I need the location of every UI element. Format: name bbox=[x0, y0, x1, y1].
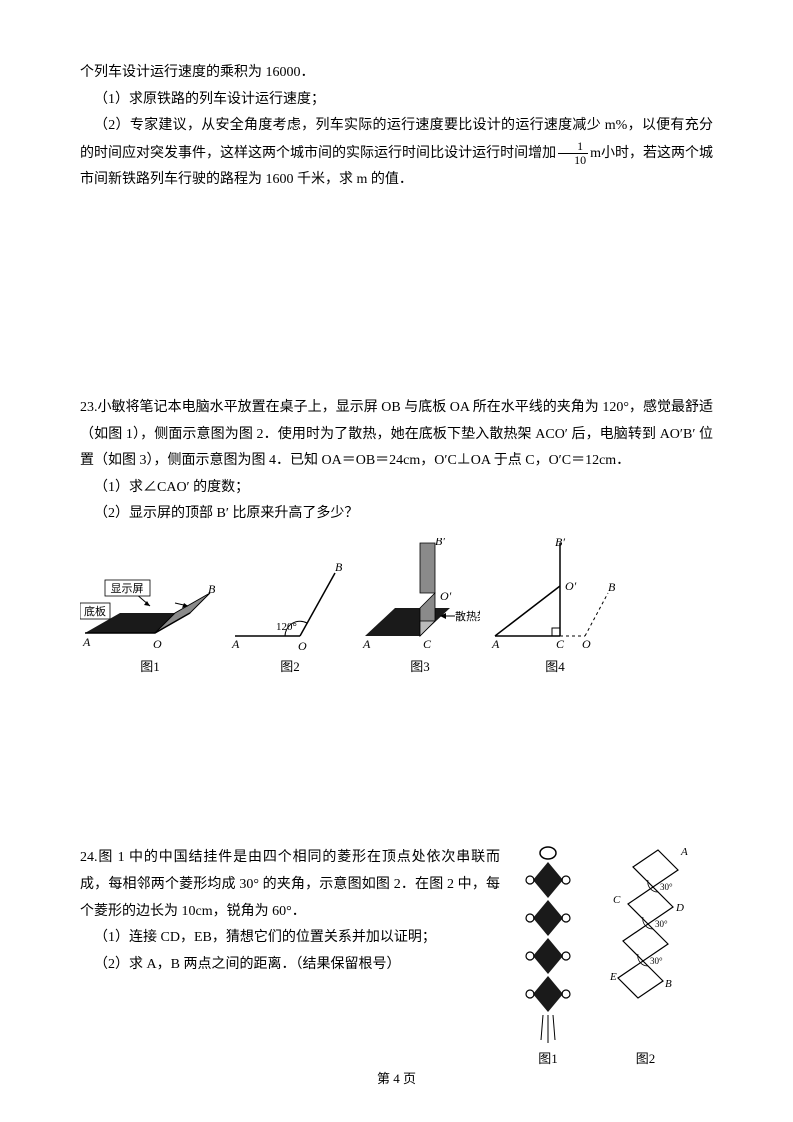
fig2: 120° A O B 图2 bbox=[230, 558, 350, 680]
svg-text:30°: 30° bbox=[655, 919, 668, 929]
label-A: A bbox=[82, 635, 91, 649]
q24-text: 24.图 1 中的中国结挂件是由四个相同的菱形在顶点处依次串联而成，每相邻两个菱… bbox=[80, 845, 500, 978]
label-C4: C bbox=[556, 637, 565, 651]
fraction: 110 bbox=[558, 140, 588, 167]
label-xianshiping: 显示屏 bbox=[111, 582, 144, 595]
q24-figs: 图1 A C D E B 30° bbox=[513, 845, 713, 1072]
label-sanrejia: 散热架 bbox=[455, 609, 480, 623]
label-A3: A bbox=[362, 637, 371, 651]
svg-text:D: D bbox=[675, 902, 684, 914]
label-Op3: O′ bbox=[440, 589, 452, 603]
fig4-label: 图4 bbox=[490, 655, 620, 680]
q22-block: 个列车设计运行速度的乘积为 16000． （1）求原铁路的列车设计运行速度； （… bbox=[80, 60, 713, 194]
label-Bp3: B′ bbox=[435, 538, 445, 548]
fig1: 显示屏 底板 A O B 图1 bbox=[80, 558, 220, 680]
label-A2: A bbox=[231, 637, 240, 651]
q24-fig2: A C D E B 30° 30° 30° 图2 bbox=[598, 845, 693, 1072]
frac-den: 10 bbox=[558, 154, 588, 167]
svg-text:C: C bbox=[613, 894, 621, 906]
label-O: O bbox=[153, 637, 162, 651]
q24-intro: 24.图 1 中的中国结挂件是由四个相同的菱形在顶点处依次串联而成，每相邻两个菱… bbox=[80, 845, 500, 925]
frac-num: 1 bbox=[558, 140, 588, 154]
label-diban: 底板 bbox=[84, 604, 106, 618]
label-O4: O bbox=[582, 637, 591, 651]
label-B-fig1: B bbox=[208, 582, 216, 596]
q22-p1: （1）求原铁路的列车设计运行速度； bbox=[80, 87, 713, 114]
fig3-label: 图3 bbox=[360, 655, 480, 680]
q23-intro: 23.小敏将笔记本电脑水平放置在桌子上，显示屏 OB 与底板 OA 所在水平线的… bbox=[80, 395, 713, 475]
fig1-label: 图1 bbox=[80, 655, 220, 680]
label-C3: C bbox=[423, 637, 432, 651]
fig2-label: 图2 bbox=[230, 655, 350, 680]
q24-p2: （2）求 A，B 两点之间的距离．（结果保留根号） bbox=[80, 952, 500, 979]
svg-text:E: E bbox=[609, 971, 617, 983]
label-A4: A bbox=[491, 637, 500, 651]
q24-block: 24.图 1 中的中国结挂件是由四个相同的菱形在顶点处依次串联而成，每相邻两个菱… bbox=[80, 845, 713, 1072]
page-footer: 第 4 页 bbox=[0, 1067, 793, 1092]
label-B4: B bbox=[608, 580, 616, 594]
label-120: 120° bbox=[276, 621, 297, 633]
q22-cont: 个列车设计运行速度的乘积为 16000． bbox=[80, 60, 713, 87]
q24-fig1: 图1 bbox=[513, 845, 583, 1072]
svg-text:30°: 30° bbox=[660, 882, 673, 892]
fig3: 散热架 A B′ O′ C 图3 bbox=[360, 538, 480, 680]
q24-p1: （1）连接 CD，EB，猜想它们的位置关系并加以证明； bbox=[80, 925, 500, 952]
svg-text:30°: 30° bbox=[650, 956, 663, 966]
q23-block: 23.小敏将笔记本电脑水平放置在桌子上，显示屏 OB 与底板 OA 所在水平线的… bbox=[80, 395, 713, 680]
q22-p2: （2）专家建议，从安全角度考虑，列车实际的运行速度要比设计的运行速度减少 m%，… bbox=[80, 113, 713, 194]
label-O2: O bbox=[298, 639, 307, 653]
label-Bp4: B′ bbox=[555, 538, 565, 549]
label-B2: B bbox=[335, 560, 343, 574]
label-Op4: O′ bbox=[565, 579, 577, 593]
q23-p1: （1）求∠CAO′ 的度数； bbox=[80, 475, 713, 502]
q23-p2: （2）显示屏的顶部 B′ 比原来升高了多少？ bbox=[80, 501, 713, 528]
svg-text:A: A bbox=[680, 846, 688, 858]
svg-text:B: B bbox=[665, 978, 672, 990]
fig4: A C O O′ B′ B 图4 bbox=[490, 538, 620, 680]
q23-figures: 显示屏 底板 A O B 图1 120° A O B 图2 bbox=[80, 538, 713, 680]
